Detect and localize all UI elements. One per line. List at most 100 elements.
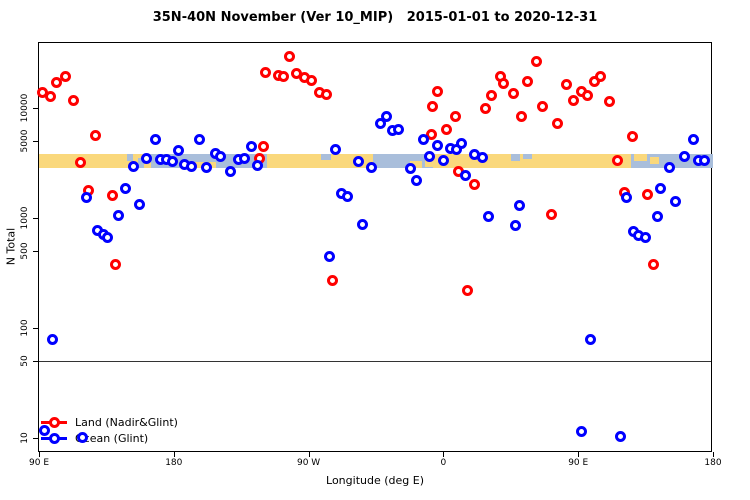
data-point-ocean: [509, 219, 521, 231]
data-point-land: [45, 91, 57, 103]
data-point-ocean: [620, 192, 632, 204]
data-point-ocean: [166, 156, 178, 168]
x-tick-label: 0: [440, 458, 447, 468]
data-point-land: [306, 74, 318, 86]
chart-title: 35N-40N November (Ver 10_MIP) 2015-01-01…: [152, 10, 598, 25]
ocean-marker-icon: [41, 432, 67, 444]
data-point-land: [641, 189, 653, 201]
data-point-land: [277, 71, 289, 83]
data-point-land: [327, 275, 339, 287]
data-point-ocean: [46, 333, 58, 345]
data-point-ocean: [640, 232, 652, 244]
data-point-ocean: [437, 154, 449, 166]
data-point-land: [581, 90, 593, 102]
data-point-ocean: [655, 182, 667, 194]
data-point-land: [75, 156, 87, 168]
y-tick: [33, 217, 38, 219]
band-segment-ocean: [510, 153, 520, 161]
data-point-ocean: [352, 156, 364, 168]
data-point-ocean: [238, 152, 250, 164]
y-tick: [33, 251, 38, 253]
x-tick: [39, 452, 40, 457]
band-segment-ocean: [127, 153, 134, 161]
band-segment-ocean: [522, 153, 532, 160]
data-point-ocean: [193, 134, 205, 146]
data-point-land: [595, 70, 607, 82]
data-point-ocean: [39, 425, 51, 437]
data-point-ocean: [81, 191, 93, 203]
data-point-land: [109, 258, 121, 270]
x-tick: [713, 452, 714, 457]
x-tick: [173, 452, 175, 457]
x-tick-label: 90 E: [29, 458, 49, 468]
y-tick: [33, 327, 38, 329]
data-point-ocean: [246, 140, 258, 152]
legend: Land (Nadir&Glint) Ocean (Glint): [41, 414, 178, 446]
data-point-ocean: [133, 198, 145, 210]
data-point-land: [479, 102, 491, 114]
x-axis-title: Longitude (deg E): [326, 474, 424, 487]
data-point-ocean: [324, 250, 336, 262]
data-point-land: [611, 155, 623, 167]
band-segment-land: [650, 157, 660, 165]
band-segment-ocean: [320, 153, 332, 161]
data-point-ocean: [102, 231, 114, 243]
legend-label-ocean: Ocean (Glint): [75, 431, 149, 445]
data-point-ocean: [460, 170, 472, 182]
data-point-ocean: [584, 333, 596, 345]
data-point-land: [551, 118, 563, 130]
data-point-land: [321, 88, 333, 100]
data-point-ocean: [392, 123, 404, 135]
data-point-land: [626, 130, 638, 142]
data-point-ocean: [404, 162, 416, 174]
data-point-ocean: [150, 134, 162, 146]
data-point-ocean: [112, 210, 124, 222]
data-point-ocean: [664, 161, 676, 173]
data-point-ocean: [342, 190, 354, 202]
data-point-land: [485, 90, 497, 102]
data-point-land: [60, 70, 72, 82]
plot-area: Land (Nadir&Glint) Ocean (Glint) 90 E 180…: [20, 42, 722, 468]
data-point-ocean: [514, 200, 526, 212]
data-point-land: [536, 100, 548, 112]
data-point-ocean: [127, 160, 139, 172]
data-point-land: [449, 111, 461, 123]
x-tick: [443, 452, 445, 457]
y-tick-label: 500: [20, 242, 30, 260]
data-point-land: [545, 209, 557, 221]
x-tick-label: 180: [704, 458, 722, 468]
data-point-ocean: [431, 139, 443, 151]
data-point-ocean: [252, 159, 264, 171]
y-tick: [33, 361, 38, 363]
data-point-land: [431, 86, 443, 98]
x-tick-label: 90 E: [568, 458, 589, 468]
data-point-ocean: [186, 160, 198, 172]
data-point-ocean: [141, 153, 153, 165]
y-tick-label: 100: [20, 319, 30, 337]
data-point-ocean: [201, 162, 213, 174]
data-point-ocean: [214, 150, 226, 162]
data-point-ocean: [455, 137, 467, 149]
data-point-land: [427, 100, 439, 112]
y-tick-label: 50: [20, 355, 30, 367]
data-point-ocean: [120, 183, 132, 195]
data-point-ocean: [172, 145, 184, 157]
data-point-ocean: [575, 426, 587, 438]
y-tick: [33, 141, 38, 143]
data-point-ocean: [380, 110, 392, 122]
band-segment-land: [410, 160, 423, 168]
data-point-land: [461, 285, 473, 297]
band-segment-ocean: [137, 157, 144, 168]
data-point-ocean: [698, 154, 710, 166]
data-point-ocean: [330, 144, 342, 156]
x-tick-label: 180: [165, 458, 183, 468]
y-tick-label: 10: [20, 432, 30, 444]
legend-label-land: Land (Nadir&Glint): [75, 415, 178, 429]
data-point-land: [259, 67, 271, 79]
band-segment-ocean: [630, 153, 713, 168]
band-segment-land: [633, 153, 648, 162]
data-point-land: [560, 79, 572, 91]
band-segment-land: [39, 153, 152, 168]
y-tick: [33, 108, 38, 109]
